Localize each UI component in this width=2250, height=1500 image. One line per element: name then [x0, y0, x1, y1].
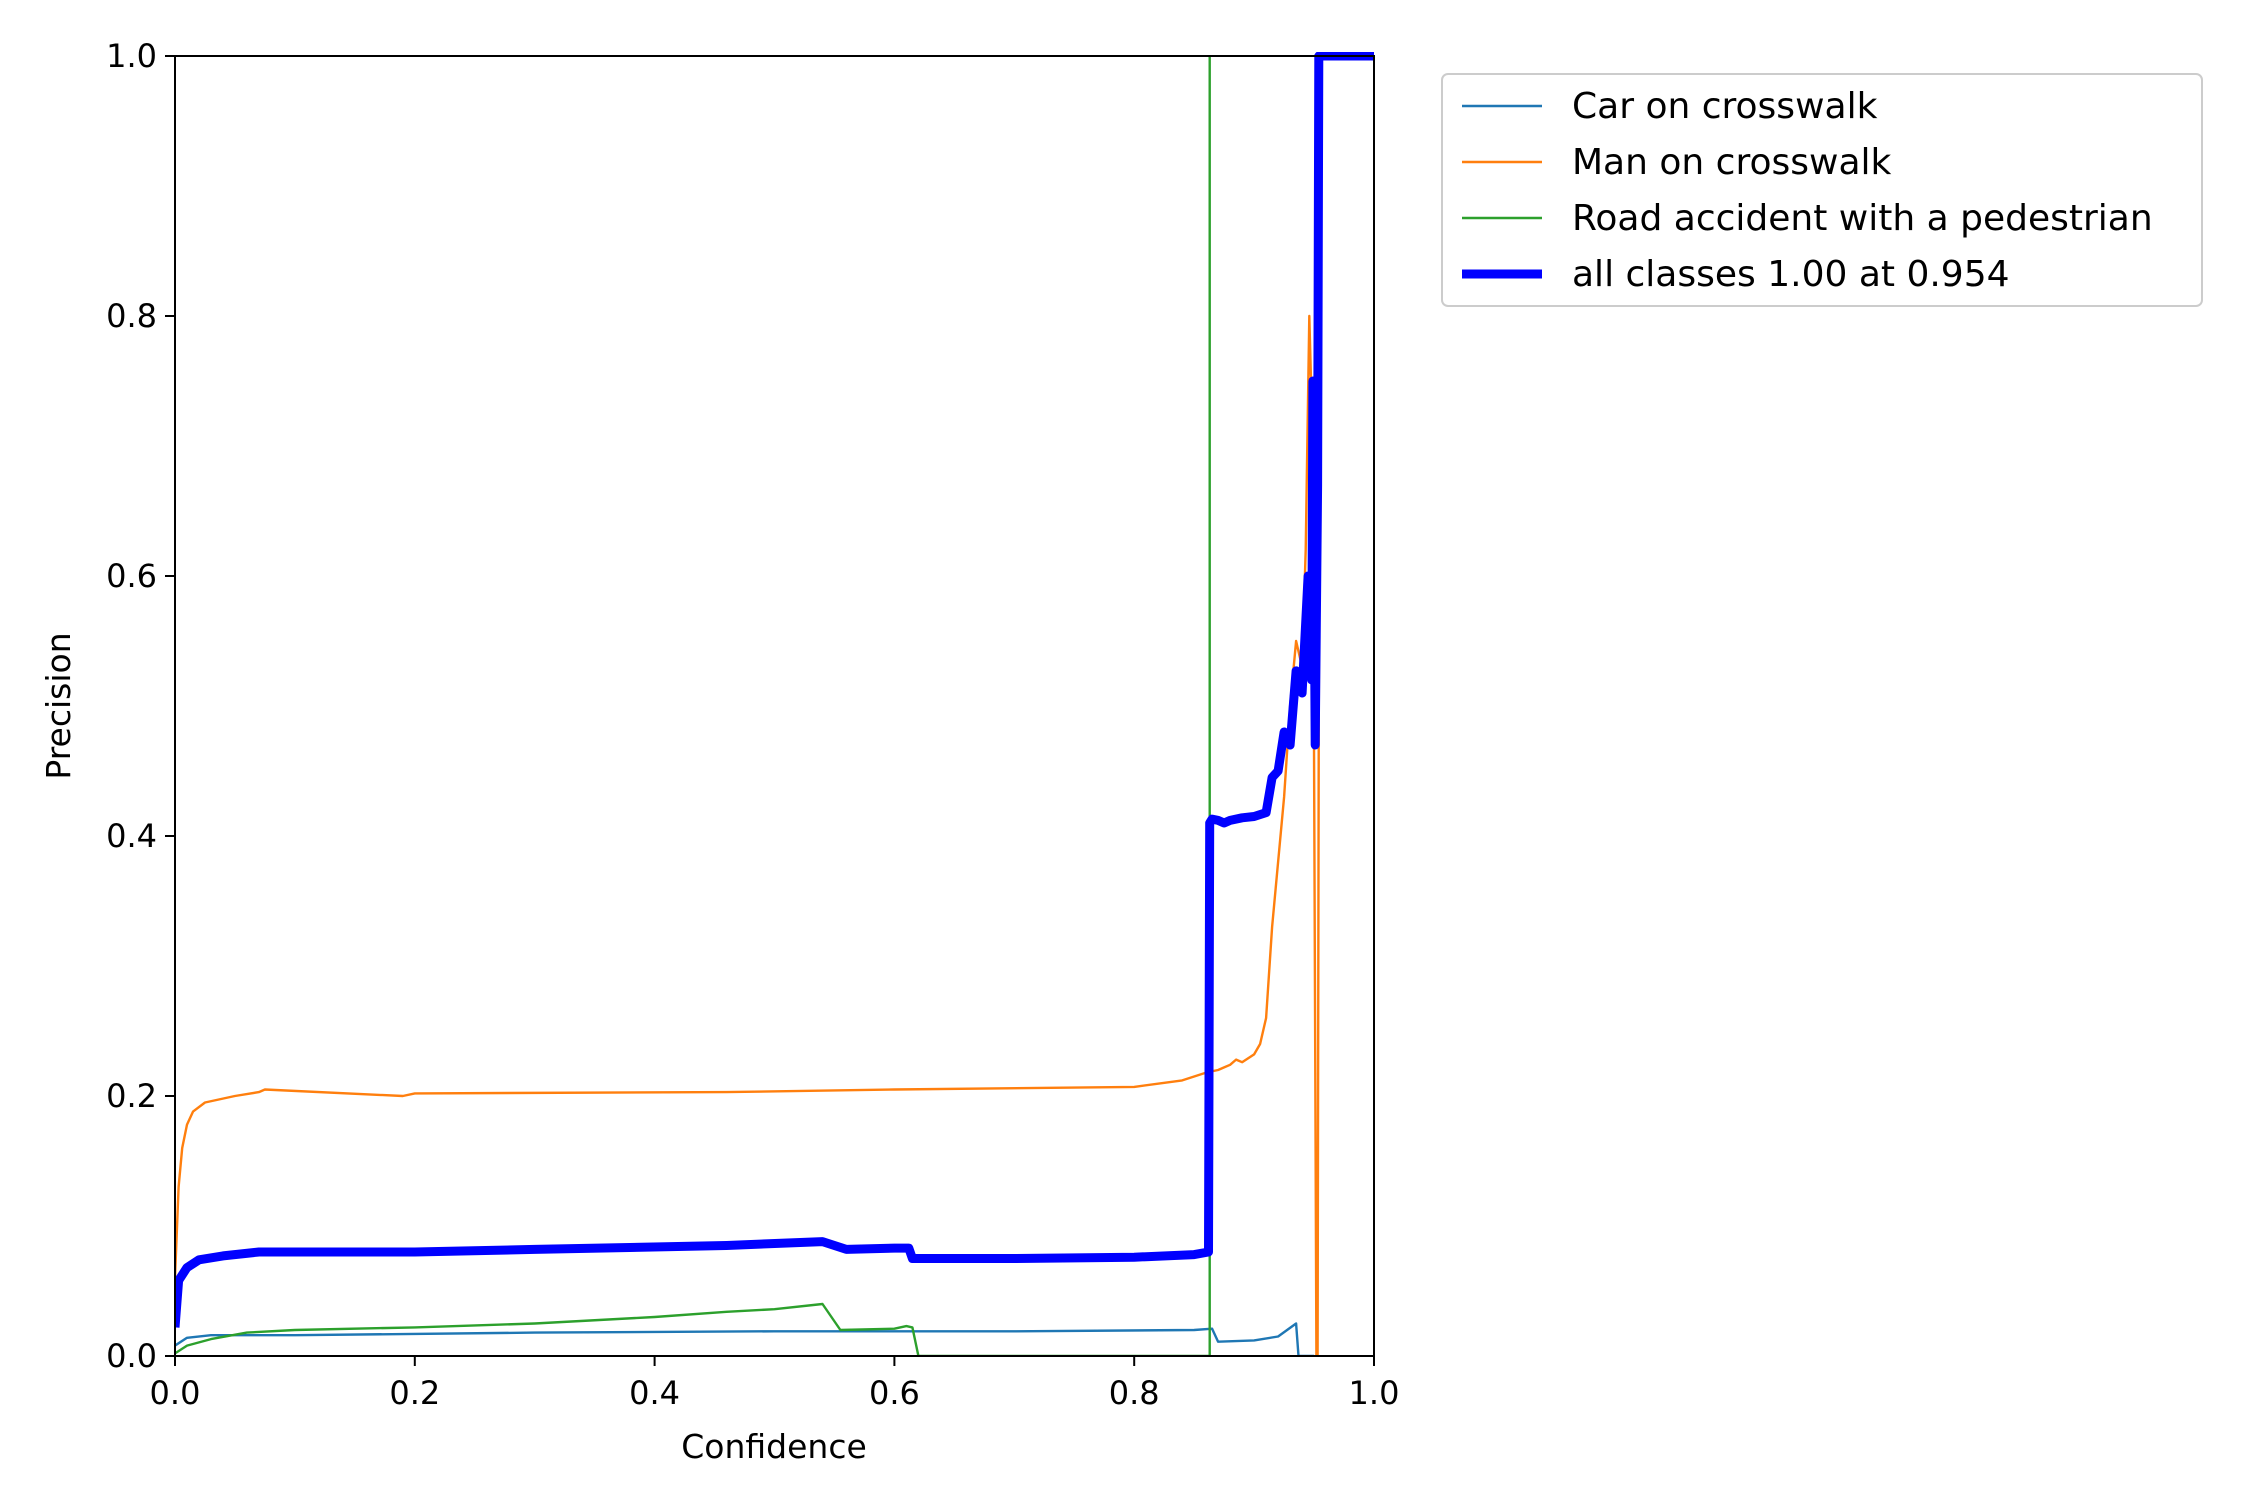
x-tick-label: 1.0	[1349, 1374, 1400, 1412]
x-tick-label: 0.2	[389, 1374, 440, 1412]
legend-label: Man on crosswalk	[1572, 142, 1892, 183]
y-axis: 0.0 0.2 0.4 0.6 0.8 1.0	[106, 37, 175, 1375]
plot-area	[174, 52, 1375, 1357]
legend-entries: Car on crosswalk Man on crosswalk Road acc…	[1462, 86, 2153, 295]
series-line-1	[175, 54, 1374, 1356]
legend-frame	[1441, 73, 2203, 307]
y-tick-label: 0.4	[106, 817, 157, 855]
y-tick-label: 0.2	[106, 1077, 157, 1115]
x-tick-label: 0.6	[869, 1374, 920, 1412]
plot-frame	[174, 55, 1375, 1357]
x-tick-label: 0.8	[1109, 1374, 1160, 1412]
y-tick-label: 0.8	[106, 297, 157, 335]
legend-label: Road accident with a pedestrian	[1572, 198, 2153, 239]
x-tick-label: 0.0	[150, 1374, 201, 1412]
legend-label: all classes 1.00 at 0.954	[1572, 254, 2010, 295]
x-axis-title: Confidence	[681, 1427, 867, 1466]
y-tick-label: 0.6	[106, 557, 157, 595]
legend: Car on crosswalk Man on crosswalk Road acc…	[1441, 73, 2203, 307]
x-tick-label: 0.4	[629, 1374, 680, 1412]
series-line-0	[175, 1322, 1314, 1356]
series-line-3	[175, 52, 1374, 1328]
legend-label: Car on crosswalk	[1572, 86, 1878, 127]
y-tick-label: 0.0	[106, 1337, 157, 1375]
x-axis: 0.0 0.2 0.4 0.6 0.8 1.0	[150, 1356, 1400, 1412]
series-line-2	[175, 56, 1211, 1356]
series-layer	[175, 52, 1374, 1356]
y-tick-label: 1.0	[106, 37, 157, 75]
y-axis-title: Precision	[39, 632, 78, 779]
